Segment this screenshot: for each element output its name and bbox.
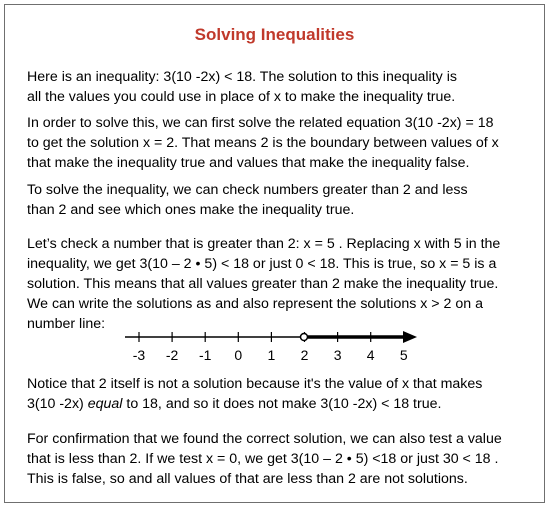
text-segment: 3(10 -2x) [27,396,88,412]
text-line: In order to solve this, we can first sol… [27,115,494,131]
text-line: For confirmation that we found the corre… [27,431,502,447]
emphasis-equal: equal [87,396,123,412]
text-line: Here is an inequality: 3(10 -2x) < 18. T… [27,69,457,85]
number-line-tick-label: -2 [166,347,179,363]
number-line: -3 -2 -1 0 1 2 3 4 5 [125,331,417,363]
paragraph-confirmation: For confirmation that we found the corre… [27,429,532,489]
number-line-tick-label: -3 [133,347,146,363]
paragraph-intro: Here is an inequality: 3(10 -2x) < 18. T… [27,67,532,107]
open-circle-point [299,332,309,342]
text-line: number line: [27,316,106,332]
text-line: than 2 and see which ones make the inequ… [27,202,355,218]
text-line: To solve the inequality, we can check nu… [27,182,468,198]
text-segment: to 18, and so it does not make 3(10 -2x)… [122,396,442,412]
paragraph-check-numbers: To solve the inequality, we can check nu… [27,180,532,220]
text-line: This is false, so and all values of that… [27,471,468,487]
text-line: 3(10 -2x) equal to 18, and so it does no… [27,394,532,414]
number-line-tick-label: 3 [334,347,342,363]
number-line-tick-label: -1 [199,347,212,363]
paragraph-test-greater: Let’s check a number that is greater tha… [27,234,532,334]
paragraph-related-equation: In order to solve this, we can first sol… [27,113,532,173]
paragraph-notice: Notice that 2 itself is not a solution b… [27,374,532,414]
number-line-tick-label: 5 [400,347,408,363]
text-line: solution. This means that all values gre… [27,276,499,292]
text-line: to get the solution x = 2. That means 2 … [27,135,499,151]
lesson-card: Solving Inequalities Here is an inequali… [4,4,545,503]
text-line: We can write the solutions as and also r… [27,296,483,312]
text-line: all the values you could use in place of… [27,89,456,105]
page-title: Solving Inequalities [194,25,355,44]
text-line: Let’s check a number that is greater tha… [27,236,501,252]
number-line-tick-label: 2 [301,347,309,363]
text-line: that make the inequality true and values… [27,155,470,171]
number-line-tick-label: 1 [268,347,276,363]
number-line-tick-label: 4 [367,347,375,363]
text-line: that is less than 2. If we test x = 0, w… [27,451,499,467]
arrow-right-icon [403,331,417,343]
number-line-tick-label: 0 [234,347,242,363]
text-line: inequality, we get 3(10 – 2 • 5) < 18 or… [27,256,497,272]
text-line: Notice that 2 itself is not a solution b… [27,376,483,392]
